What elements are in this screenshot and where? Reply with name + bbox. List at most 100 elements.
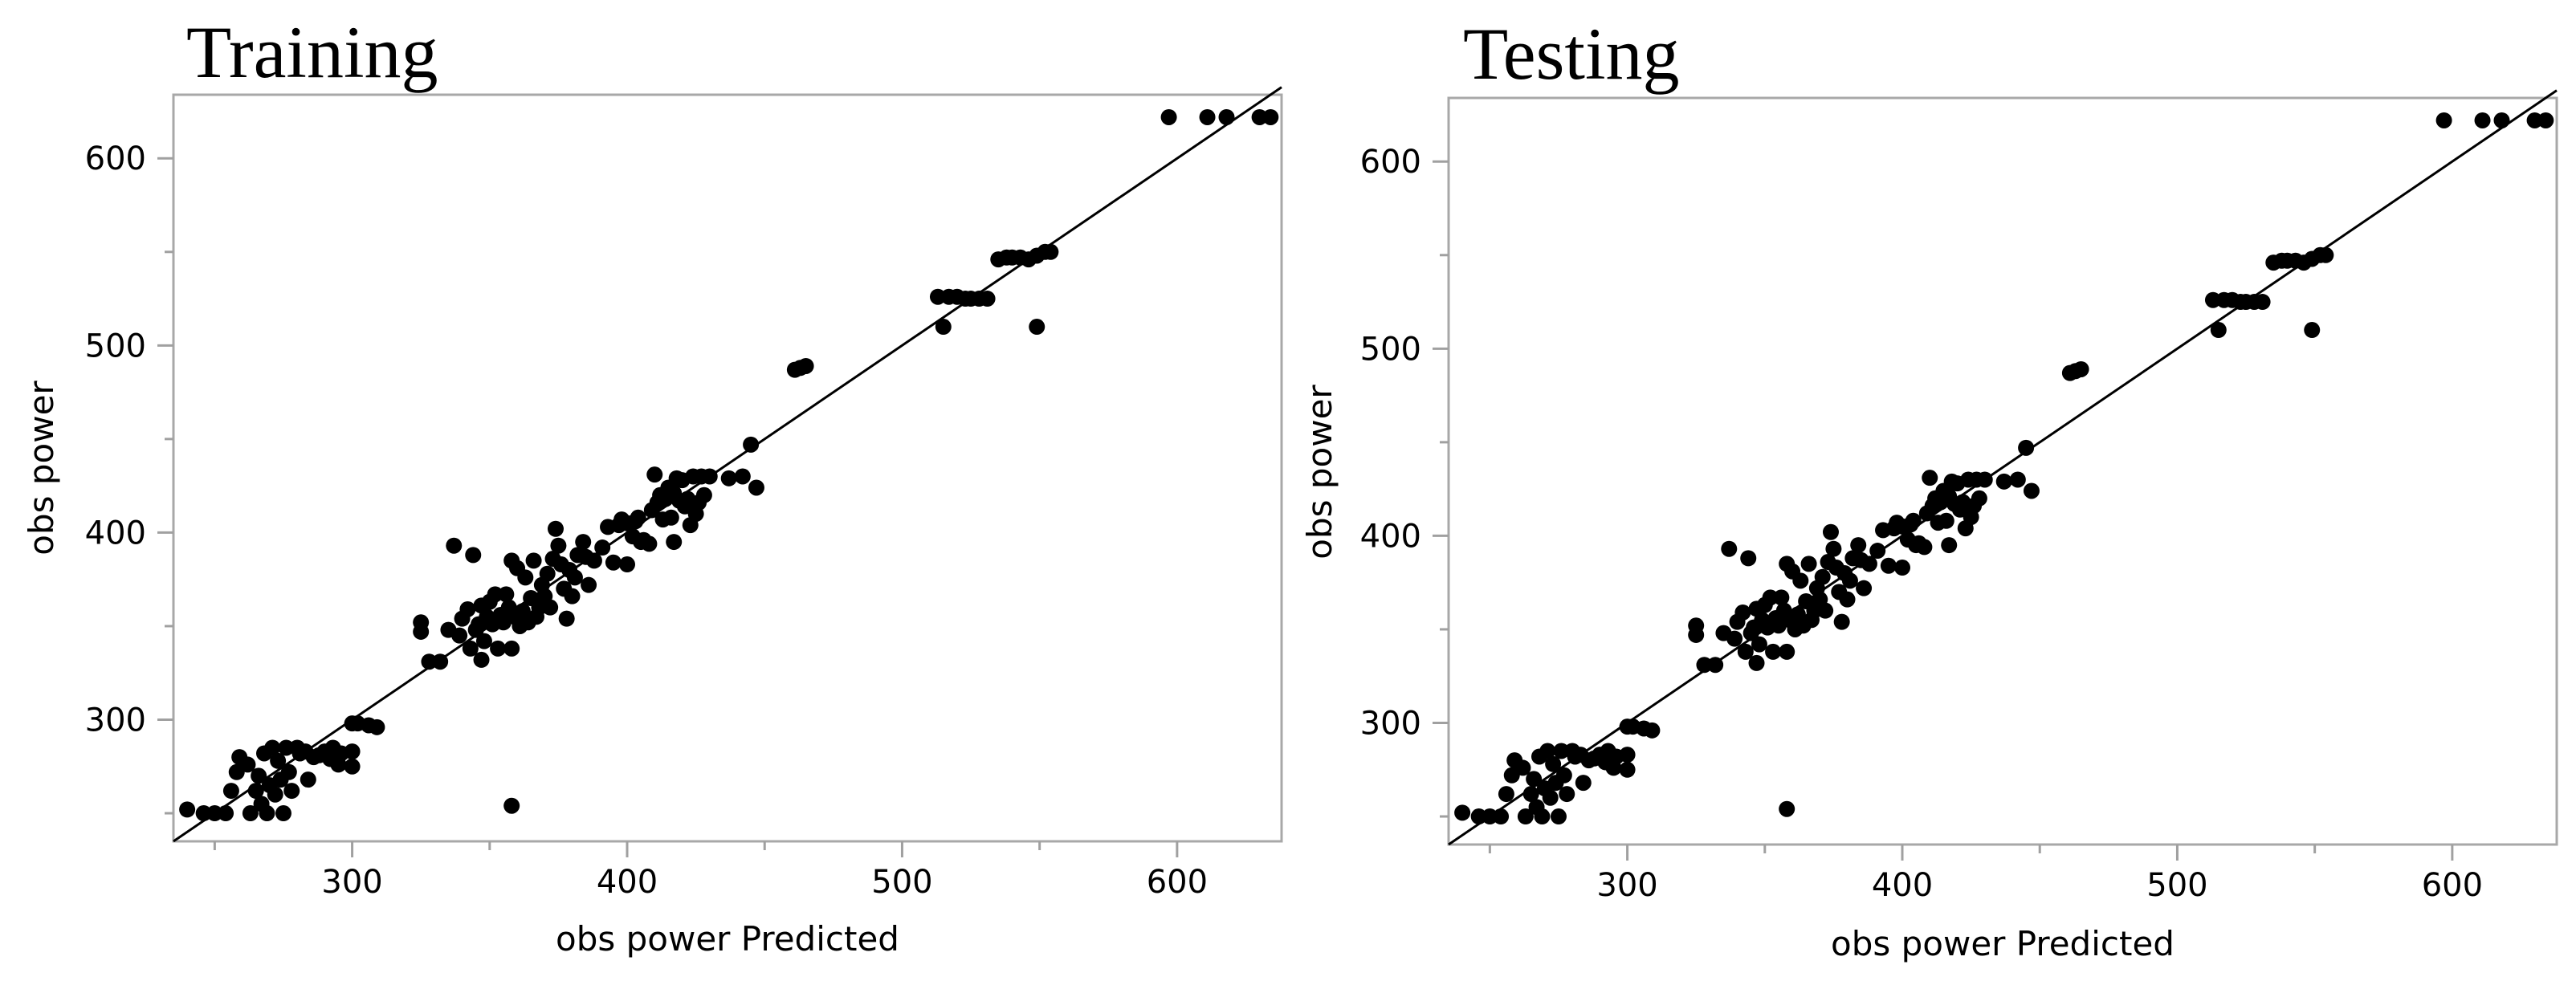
testing-data-point (1707, 657, 1724, 674)
testing-data-point (1522, 786, 1539, 803)
training-data-point (517, 569, 534, 586)
testing-data-point (1748, 654, 1765, 671)
testing-data-point (1792, 572, 1809, 589)
testing-data-point (2204, 291, 2221, 308)
testing-data-point (1737, 643, 1754, 660)
training-data-point (1262, 108, 1279, 125)
training-data-point (1042, 243, 1059, 260)
testing-data-point (1470, 808, 1487, 825)
testing-data-point (1894, 560, 1911, 576)
testing-x-tick-label: 600 (2422, 867, 2483, 904)
training-x-tick-label: 400 (597, 864, 658, 901)
training-data-point (344, 758, 361, 775)
testing-data-point (1869, 543, 1886, 560)
testing-panel: Testing 300 400 500 600 300 400 500 600 obs pow… (1300, 13, 2558, 963)
training-data-point (564, 588, 581, 604)
testing-data-point (1861, 556, 1877, 572)
training-data-point (300, 771, 316, 788)
testing-data-point (1850, 537, 1867, 554)
testing-y-tick-label: 500 (1360, 331, 1421, 368)
testing-data-point (2023, 482, 2040, 499)
training-data-point (421, 653, 438, 670)
training-data-point (465, 547, 482, 564)
training-data-point (264, 739, 281, 756)
training-data-point (929, 288, 946, 305)
training-data-point (1160, 108, 1177, 125)
training-y-axis-title: obs power (22, 381, 61, 556)
testing-ticks (1433, 160, 2454, 861)
training-y-tick-label: 600 (85, 140, 146, 177)
testing-data-point (1575, 775, 1592, 792)
training-panel: Training 300 400 500 600 300 400 500 600 obs po… (22, 11, 1283, 959)
training-data-point (720, 470, 737, 486)
training-data-point (525, 552, 542, 569)
testing-data-point (1833, 613, 1850, 630)
testing-reference-line (1448, 89, 2558, 846)
training-data-point (451, 627, 468, 644)
training-data-point (1251, 108, 1268, 125)
testing-data-point (2526, 112, 2543, 128)
training-data-point (270, 752, 287, 769)
training-data-point (473, 651, 490, 668)
testing-data-point (1526, 771, 1543, 788)
testing-tick-labels: 300 400 500 600 300 400 500 600 (1360, 144, 2483, 904)
training-data-point (550, 537, 567, 554)
testing-data-point (1740, 550, 1757, 567)
testing-data-point (2493, 112, 2510, 128)
training-data-point (369, 718, 385, 735)
training-data-point (344, 743, 361, 760)
training-data-point (646, 466, 663, 483)
testing-data-point (2435, 112, 2452, 128)
training-data-point (275, 805, 291, 822)
testing-data-point (2073, 360, 2089, 377)
testing-data-point (1514, 759, 1531, 776)
testing-data-point (1817, 602, 1834, 619)
training-data-point (605, 554, 622, 571)
testing-data-point (1619, 747, 1636, 763)
training-reference-line (173, 86, 1282, 843)
testing-data-point (1814, 568, 1831, 585)
testing-data-point (1841, 572, 1858, 589)
testing-data-point (2254, 294, 2271, 311)
training-data-point (979, 291, 996, 307)
testing-data-point (1773, 589, 1790, 606)
training-data-point (734, 468, 751, 485)
training-x-tick-label: 300 (321, 864, 382, 901)
training-x-tick-label: 600 (1147, 864, 1208, 901)
training-data-point (446, 537, 463, 554)
testing-data-point (1498, 786, 1514, 803)
testing-data-point (1765, 643, 1782, 660)
testing-data-point (1493, 808, 1510, 825)
testing-data-point (1539, 743, 1556, 759)
training-data-point (575, 534, 592, 551)
testing-data-point (1751, 636, 1767, 653)
training-data-point (558, 610, 575, 627)
testing-data-point (1517, 808, 1534, 825)
testing-data-point (1938, 512, 1954, 529)
training-data-point (195, 805, 212, 822)
training-data-point (666, 534, 683, 551)
training-data-point (267, 786, 283, 803)
training-data-point (630, 509, 646, 526)
training-data-point (498, 586, 515, 603)
testing-data-point (2474, 112, 2491, 128)
testing-data-point (1734, 604, 1751, 621)
testing-data-point (1905, 512, 1922, 529)
testing-data-point (1553, 743, 1570, 759)
testing-data-point (2537, 112, 2554, 128)
testing-data-point (1839, 591, 1856, 608)
training-data-point (459, 600, 476, 617)
testing-y-tick-label: 400 (1360, 518, 1421, 555)
testing-data-point (1545, 755, 1562, 772)
testing-data-point (1534, 808, 1551, 825)
testing-data-point (1779, 643, 1795, 660)
training-x-axis-title: obs power Predicted (556, 919, 899, 959)
testing-data-point (1800, 556, 1817, 572)
testing-data-point (1856, 580, 1873, 596)
testing-data-point (1454, 804, 1471, 821)
testing-data-point (1779, 800, 1795, 817)
testing-data-point (2009, 471, 2026, 488)
testing-data-point (1971, 490, 1987, 507)
testing-data-point (1825, 540, 1842, 557)
testing-y-tick-label: 300 (1360, 705, 1421, 742)
